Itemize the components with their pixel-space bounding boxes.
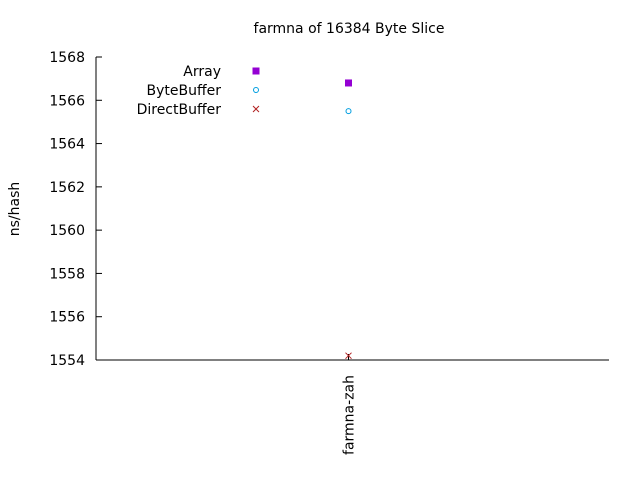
data-point (345, 352, 352, 360)
y-tick-label: 1562 (49, 180, 85, 196)
legend: Array ByteBuffer DirectBuffer (137, 64, 260, 118)
y-tick-label: 1564 (49, 137, 85, 153)
y-tick-label: 1566 (49, 93, 85, 109)
y-tick-label: 1558 (49, 266, 85, 282)
y-axis-label: ns/hash (7, 182, 23, 237)
data-point (345, 108, 352, 115)
x-ticks: farmna-zah (342, 354, 358, 455)
legend-label: DirectBuffer (137, 102, 222, 118)
data-points (345, 79, 352, 360)
y-tick-label: 1556 (49, 310, 85, 326)
y-ticks: 1554 1556 1558 1560 1562 1564 1566 1568 (49, 50, 102, 369)
y-tick-label: 1554 (49, 353, 85, 369)
x-tick-label: farmna-zah (342, 375, 358, 455)
y-tick-label: 1560 (49, 223, 85, 239)
legend-label: ByteBuffer (147, 83, 222, 99)
chart-title: farmna of 16384 Byte Slice (254, 21, 445, 37)
data-point (345, 79, 352, 87)
y-tick-label: 1568 (49, 50, 85, 66)
legend-marker (253, 87, 259, 93)
legend-marker (252, 105, 260, 113)
legend-marker (252, 67, 260, 75)
legend-label: Array (183, 64, 221, 80)
